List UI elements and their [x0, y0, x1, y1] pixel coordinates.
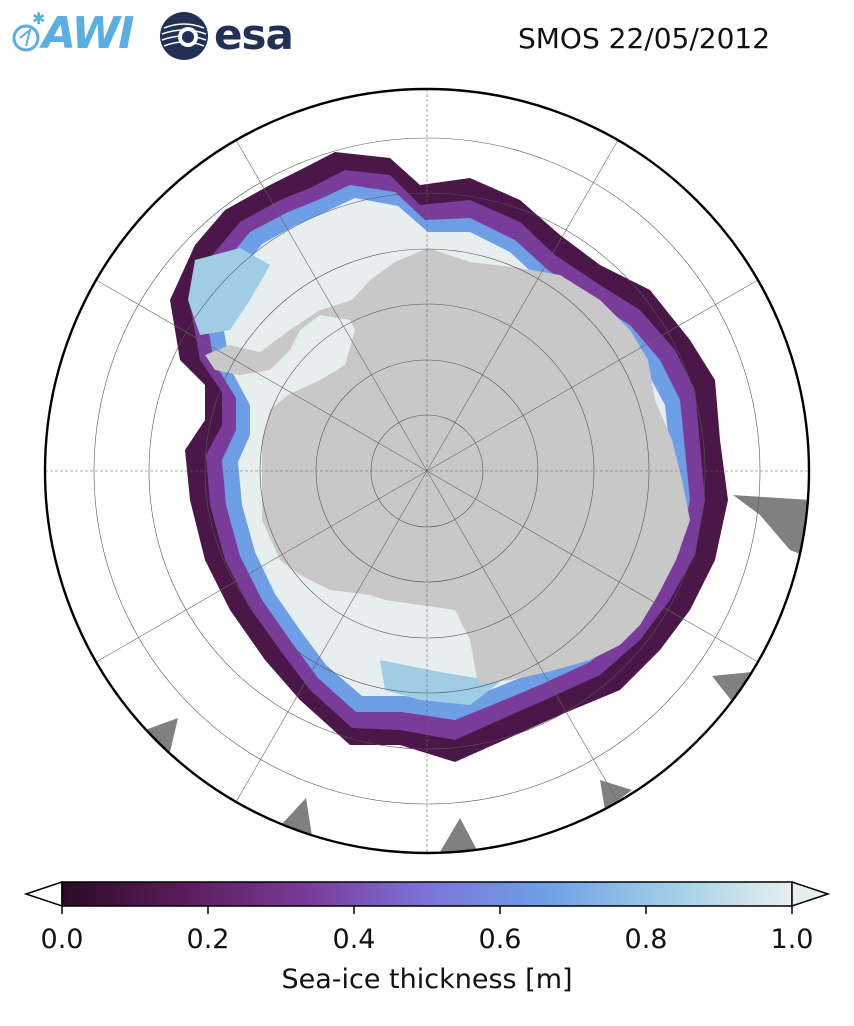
weddell-blue-patch: [188, 248, 270, 335]
colorbar-tick-label: 1.0: [770, 924, 814, 955]
colorbar-tick-label: 0.0: [40, 924, 84, 955]
satellite-icon: ✱: [12, 9, 45, 52]
nodata-patch: [733, 495, 809, 556]
colorbar-tick-label: 0.4: [332, 924, 376, 955]
colorbar-gradient: [61, 881, 793, 907]
colorbar-tick-label: 0.2: [186, 924, 230, 955]
nodata-patch: [440, 818, 478, 852]
colorbar-tick-label: 0.6: [478, 924, 522, 955]
nodata-patch: [712, 672, 752, 705]
colorbar: [23, 880, 831, 914]
svg-text:✱: ✱: [32, 9, 45, 28]
map-title: SMOS 22/05/2012: [518, 22, 771, 55]
colorbar-tick-label: 0.8: [624, 924, 668, 955]
ross-blue-patch: [380, 660, 500, 705]
colorbar-extend-max: [791, 880, 831, 908]
esa-logo-text: esa: [214, 10, 294, 59]
antarctica-land: [205, 248, 690, 684]
colorbar-label: Sea-ice thickness [m]: [281, 964, 573, 995]
colorbar-ticks: [61, 906, 793, 914]
nodata-patch: [600, 780, 632, 810]
esa-logo: [158, 8, 308, 62]
meridians-oblique: [95, 139, 759, 803]
esa-emblem-icon: [160, 12, 208, 60]
map-boundary: [43, 87, 811, 855]
sea-ice-map: [43, 87, 811, 855]
awi-logo-text: AWI: [42, 8, 135, 59]
nodata-patch: [145, 718, 178, 752]
colorbar-extend-min: [23, 880, 63, 908]
awi-logo: ✱: [6, 6, 146, 62]
